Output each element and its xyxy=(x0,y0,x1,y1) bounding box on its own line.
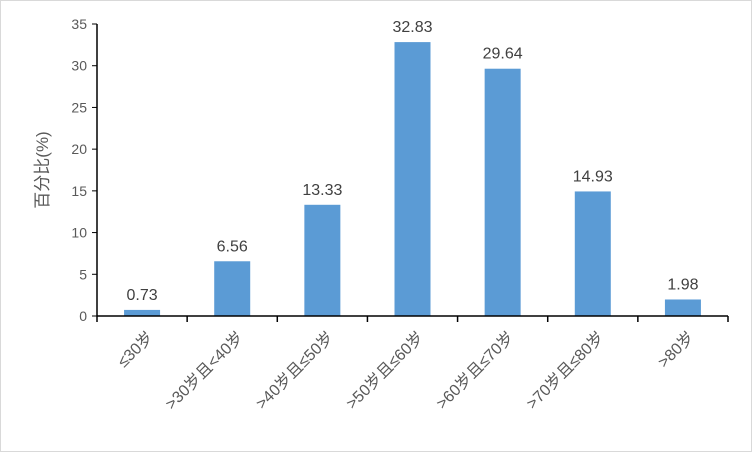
bar xyxy=(214,261,251,316)
x-tick-label: >60岁且≤70岁 xyxy=(433,328,518,413)
bar xyxy=(574,191,611,316)
x-tick-label: ≤30岁 xyxy=(114,328,157,371)
y-tick-label: 0 xyxy=(79,308,87,324)
y-tick-label: 15 xyxy=(71,183,87,199)
data-label: 32.83 xyxy=(392,19,432,36)
data-label: 6.56 xyxy=(217,238,248,255)
bar xyxy=(484,68,521,316)
data-label: 29.64 xyxy=(483,46,523,63)
x-tick-label: >50岁且≤60岁 xyxy=(343,328,428,413)
x-tick-label: >30岁且<40岁 xyxy=(162,328,247,413)
y-tick-label: 25 xyxy=(71,99,87,115)
y-tick-label: 30 xyxy=(71,58,87,74)
bar xyxy=(124,309,161,316)
bar xyxy=(664,299,701,316)
x-tick-label: >70岁且≤80岁 xyxy=(523,328,608,413)
y-tick-label: 20 xyxy=(71,141,87,157)
x-tick-label: >80岁 xyxy=(655,328,698,371)
y-tick-label: 35 xyxy=(71,16,87,32)
y-axis-label: 百分比(%) xyxy=(33,131,52,208)
data-label: 13.33 xyxy=(302,182,342,199)
bar xyxy=(394,42,431,316)
bar xyxy=(304,204,341,316)
data-label: 0.73 xyxy=(127,287,158,304)
x-tick-label: >40岁且≤50岁 xyxy=(253,328,338,413)
y-tick-label: 10 xyxy=(71,225,87,241)
data-label: 1.98 xyxy=(667,276,698,293)
y-tick-label: 5 xyxy=(79,266,87,282)
data-label: 14.93 xyxy=(573,168,613,185)
